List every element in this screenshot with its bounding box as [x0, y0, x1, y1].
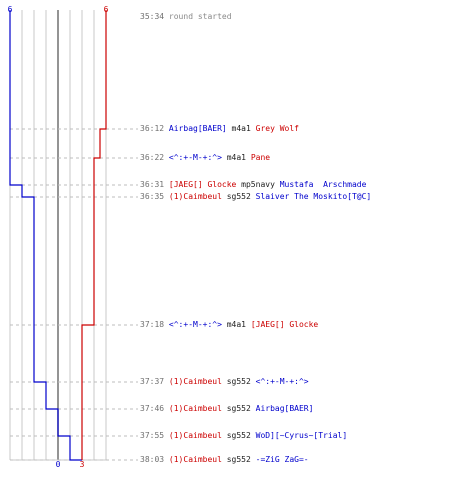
event-time: 37:46: [140, 404, 165, 413]
event-time: 36:12: [140, 124, 165, 133]
event-weapon: mp5navy: [236, 180, 280, 189]
event-time: 36:35: [140, 192, 165, 201]
event-weapon: m4a1: [221, 153, 251, 162]
event-row: 36:22 <^:+-M-+:^> m4a1 Pane: [140, 152, 270, 164]
event-time: 38:03: [140, 455, 165, 464]
event-weapon: sg552: [221, 455, 256, 464]
event-player: Airbag[BAER]: [255, 404, 314, 413]
event-row: 37:37 (1)Caimbeul sg552 <^:+-M-+:^>: [140, 376, 309, 388]
event-player: (1)Caimbeul: [168, 455, 222, 464]
event-row: 37:55 (1)Caimbeul sg552 WoD][~Cyrus~[Tri…: [140, 430, 347, 442]
event-weapon: sg552: [221, 404, 256, 413]
event-time: 37:37: [140, 377, 165, 386]
red-top-score-label: 6: [104, 5, 109, 14]
event-player: (1)Caimbeul: [168, 377, 222, 386]
event-player: Mustafa Arschmade: [279, 180, 367, 189]
event-player: Grey Wolf: [255, 124, 299, 133]
event-weapon: sg552: [221, 192, 256, 201]
event-row: 36:12 Airbag[BAER] m4a1 Grey Wolf: [140, 123, 299, 135]
red-final-score-label: 3: [80, 460, 85, 469]
event-player: (1)Caimbeul: [168, 192, 222, 201]
event-time: 37:55: [140, 431, 165, 440]
event-weapon: sg552: [221, 431, 256, 440]
event-player: (1)Caimbeul: [168, 431, 222, 440]
event-time: 36:31: [140, 180, 165, 189]
blue-final-score-label: 0: [56, 460, 61, 469]
event-row: 36:31 [JAEG[] Glocke mp5navy Mustafa Ars…: [140, 179, 366, 191]
chart-grid: [9, 10, 107, 461]
event-player: Slaiver The Moskito[T@C]: [255, 192, 372, 201]
score-series: [9, 10, 107, 461]
event-row: 37:46 (1)Caimbeul sg552 Airbag[BAER]: [140, 403, 313, 415]
event-weapon: m4a1: [226, 124, 256, 133]
blue-team-series-line: [9, 10, 82, 461]
event-player: [JAEG[] Glocke: [250, 320, 319, 329]
event-player: Pane: [250, 153, 271, 162]
event-time: 35:34: [140, 12, 165, 21]
event-row: 36:35 (1)Caimbeul sg552 Slaiver The Mosk…: [140, 191, 371, 203]
event-player: <^:+-M-+:^>: [168, 320, 222, 329]
blue-top-score-label: 6: [8, 5, 13, 14]
event-player: [JAEG[] Glocke: [168, 180, 237, 189]
score-labels: 6 6 0 3: [8, 5, 109, 469]
event-row: 37:18 <^:+-M-+:^> m4a1 [JAEG[] Glocke: [140, 319, 318, 331]
event-time: 36:22: [140, 153, 165, 162]
event-dash-lines: [10, 128, 138, 461]
event-row: 38:03 (1)Caimbeul sg552 -=ZiG ZaG=-: [140, 454, 309, 466]
event-player: <^:+-M-+:^>: [168, 153, 222, 162]
event-player: -=ZiG ZaG=-: [255, 455, 309, 464]
event-row: 35:34 round started: [140, 11, 232, 23]
event-player: (1)Caimbeul: [168, 404, 222, 413]
event-time: 37:18: [140, 320, 165, 329]
event-player: <^:+-M-+:^>: [255, 377, 309, 386]
event-player: WoD][~Cyrus~[Trial]: [255, 431, 348, 440]
event-message: round started: [168, 12, 232, 21]
event-weapon: sg552: [221, 377, 256, 386]
event-player: Airbag[BAER]: [168, 124, 227, 133]
event-weapon: m4a1: [221, 320, 251, 329]
red-team-series-line: [81, 10, 107, 460]
